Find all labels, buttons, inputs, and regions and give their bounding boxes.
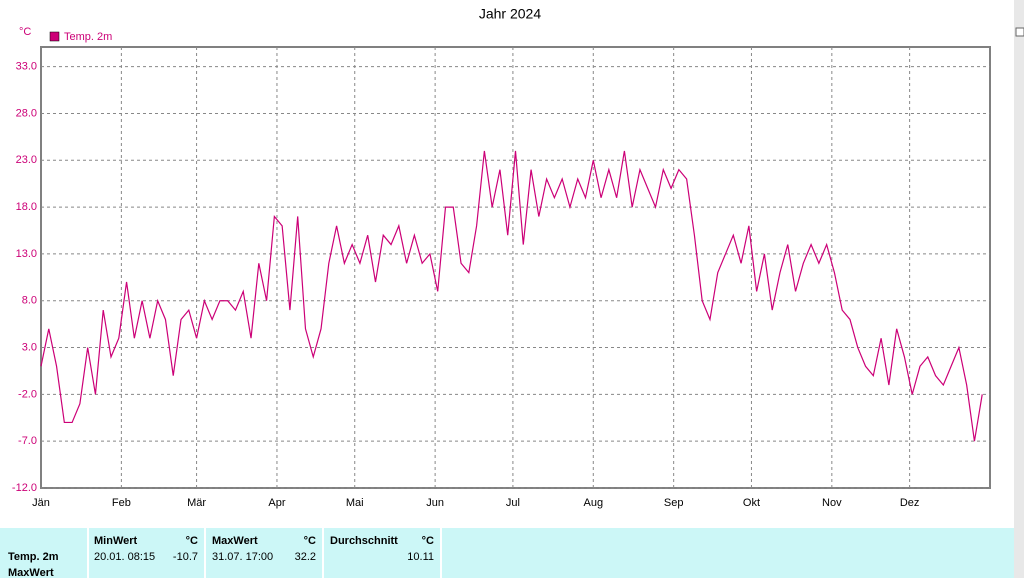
column-unit: °C [422,535,434,547]
column-unit: °C [304,535,316,547]
y-tick-label: 18.0 [16,201,37,213]
x-tick-label: Feb [112,497,131,509]
cell-time: 20.01. 08:15 [94,551,155,563]
y-tick-label: -12.0 [12,482,37,494]
y-tick-label: 28.0 [16,107,37,119]
y-tick-label: -7.0 [18,435,37,447]
x-tick-label: Jul [506,497,520,509]
x-tick-label: Jun [426,497,444,509]
y-unit: °C [19,26,31,38]
y-tick-label: -2.0 [18,388,37,400]
scrollbar[interactable] [1014,0,1024,578]
legend-swatch [49,31,60,42]
row-label: MaxWert [8,567,54,578]
y-tick-label: 33.0 [16,61,37,73]
y-tick-label: 3.0 [22,341,37,353]
row-label: Temp. 2m [8,551,59,563]
x-tick-label: Mai [346,497,364,509]
scroll-box[interactable] [1015,27,1024,37]
y-tick-label: 23.0 [16,154,37,166]
x-tick-label: Sep [664,497,684,509]
chart-title: Jahr 2024 [479,6,541,22]
cell-value: -10.7 [173,551,198,563]
line [40,150,983,442]
x-tick-label: Apr [268,497,285,509]
x-tick-label: Aug [583,497,603,509]
legend-label: Temp. 2m [64,31,112,43]
column-header: MaxWert [212,535,258,547]
table-bg [0,528,1014,578]
x-tick-label: Mär [187,497,206,509]
x-tick-label: Dez [900,497,920,509]
y-tick-label: 13.0 [16,248,37,260]
column-header: MinWert [94,535,138,547]
x-tick-label: Nov [822,497,842,509]
cell-value: 10.11 [407,551,434,563]
x-tick-label: Okt [743,497,760,509]
column-header: Durchschnitt [330,535,398,547]
cell-time: 31.07. 17:00 [212,551,273,563]
x-tick-label: Jän [32,497,50,509]
column-unit: °C [186,535,198,547]
y-tick-label: 8.0 [22,295,37,307]
cell-value: 32.2 [295,551,316,563]
